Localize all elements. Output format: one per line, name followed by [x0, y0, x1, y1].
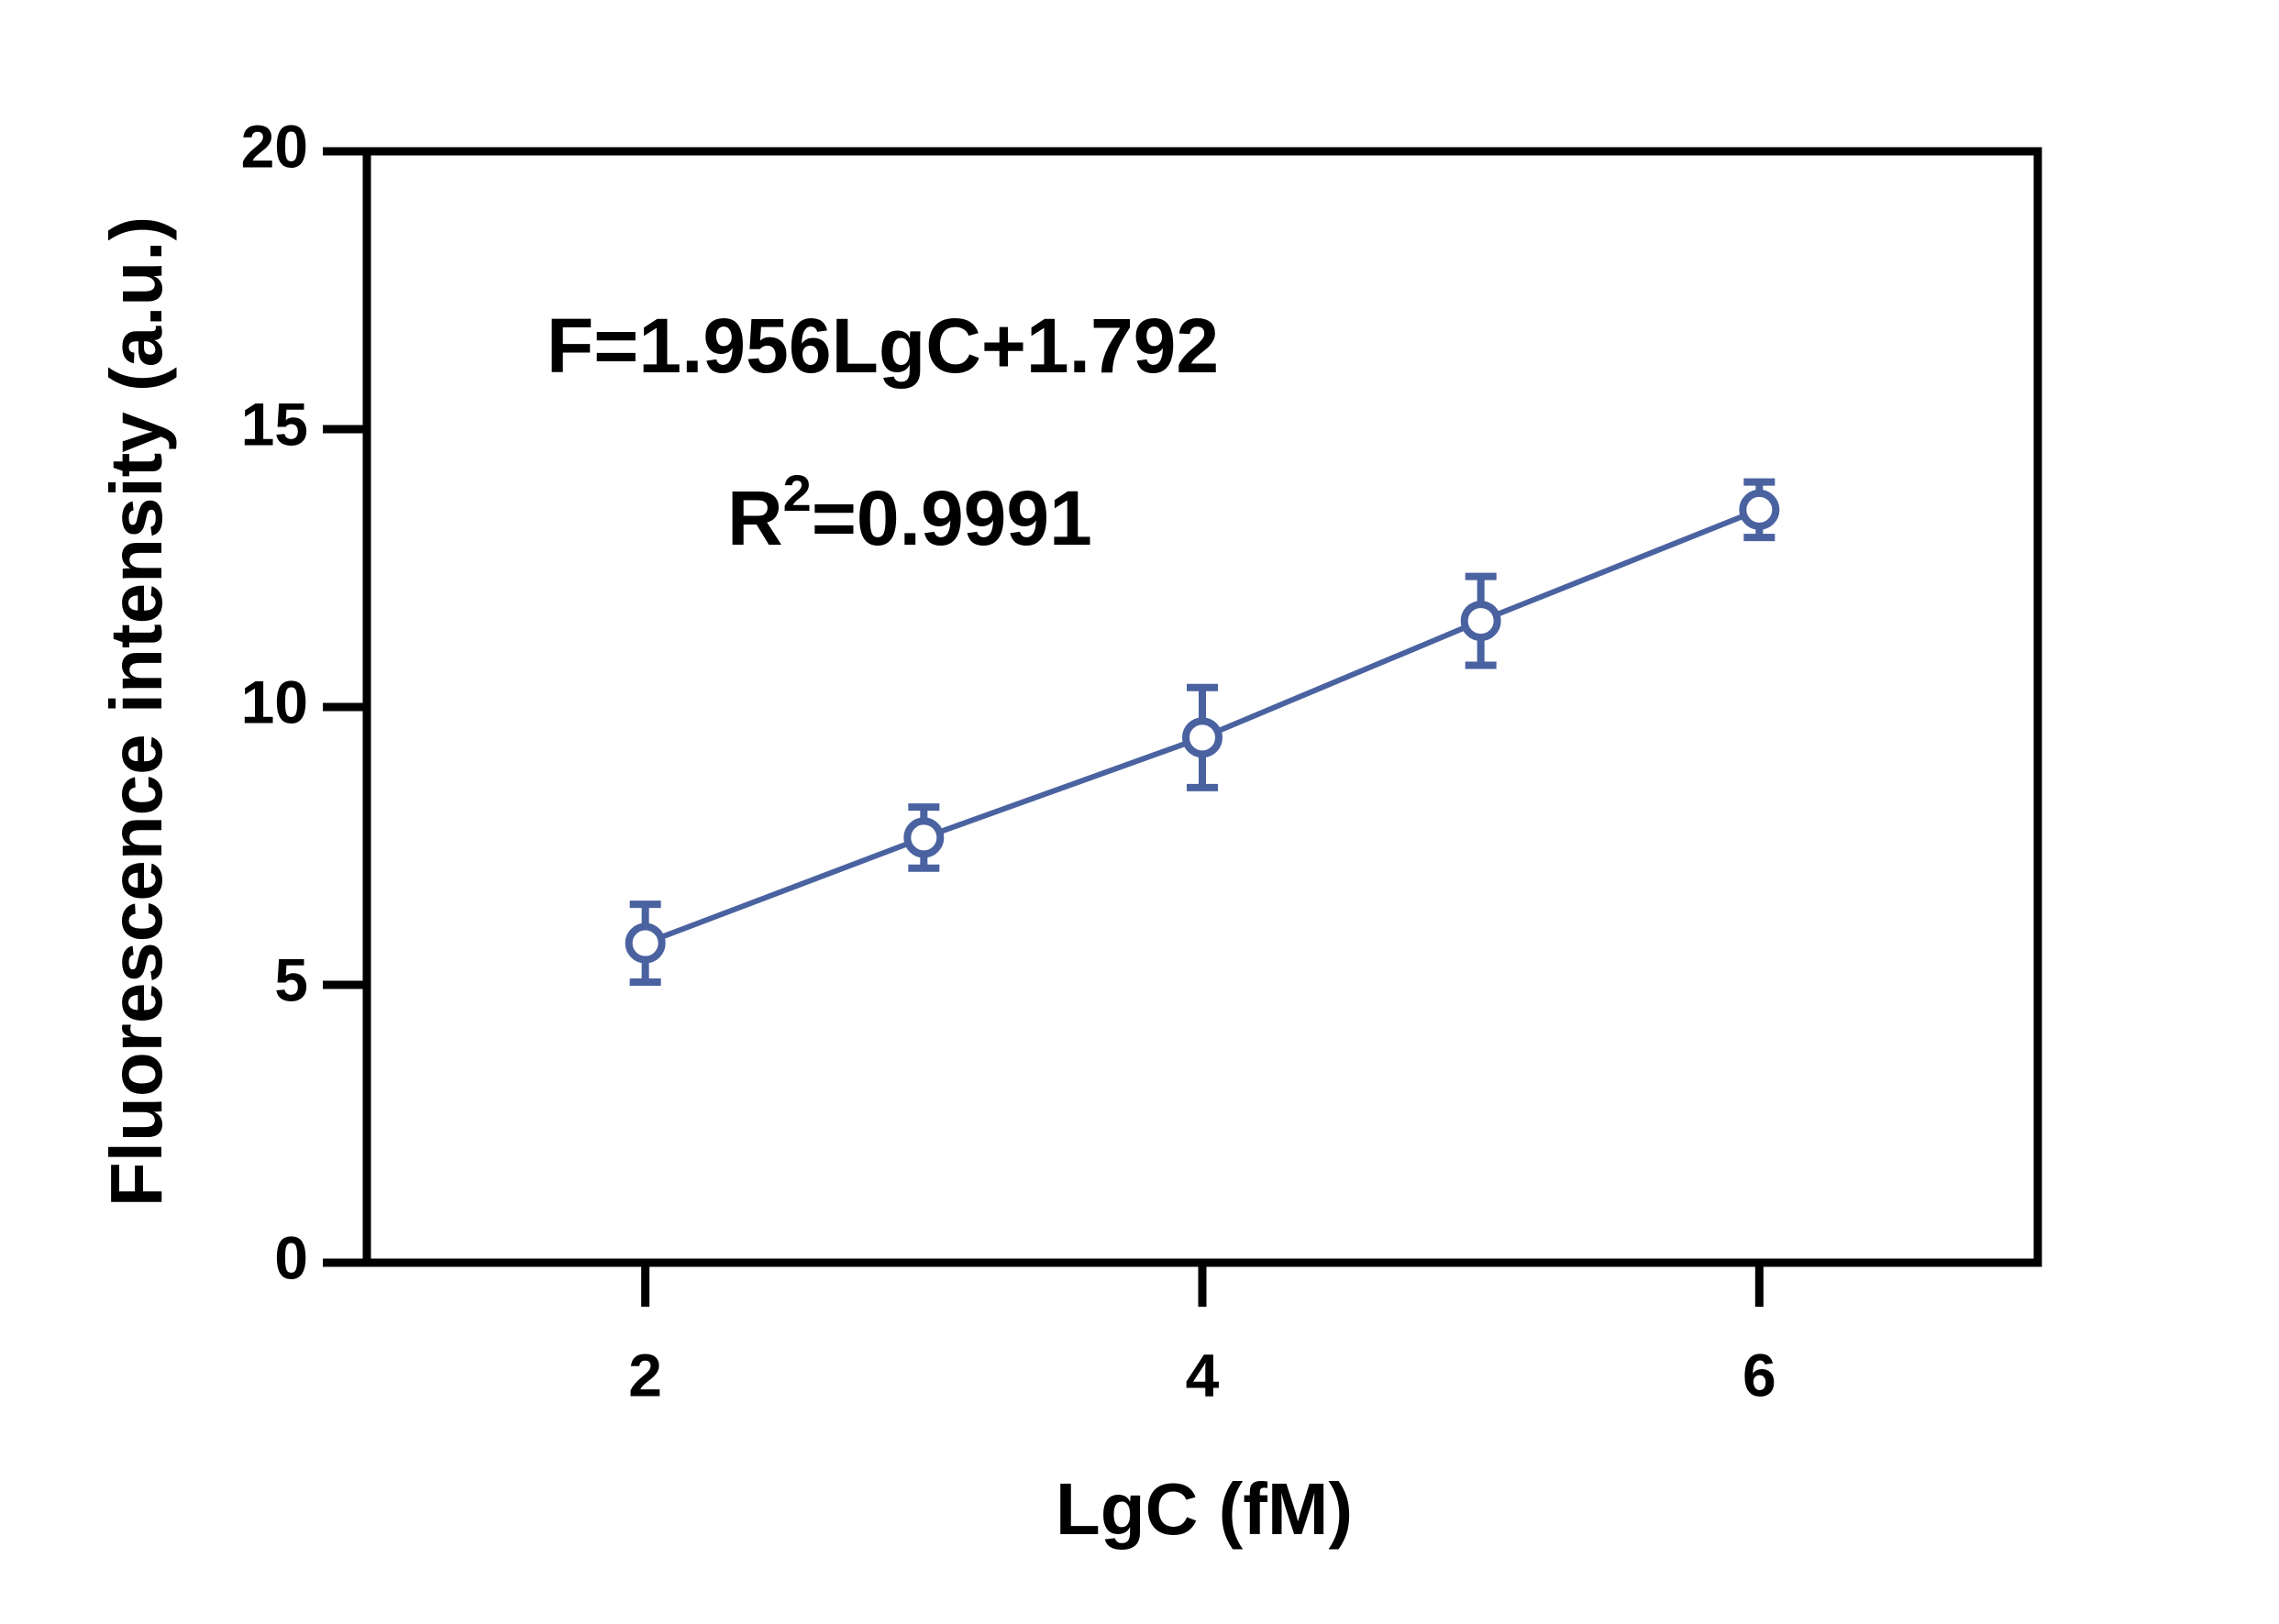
data-point [1460, 601, 1501, 642]
y-tick-label: 15 [241, 390, 308, 458]
x-tick-label: 2 [628, 1341, 662, 1409]
r-squared-base: R [727, 475, 783, 561]
y-tick-label: 5 [274, 945, 308, 1013]
y-tick-label: 20 [241, 112, 308, 180]
x-tick-label: 4 [1186, 1341, 1220, 1409]
r-squared-sup: 2 [783, 464, 812, 522]
x-axis-title: LgC (fM) [1056, 1468, 1353, 1550]
data-point [903, 817, 945, 858]
r-squared-value: =0.9991 [812, 475, 1092, 561]
data-point [1739, 489, 1780, 530]
data-point [1182, 717, 1222, 758]
y-tick-label: 0 [274, 1223, 308, 1291]
data-point [625, 922, 666, 964]
y-axis-title: Fluorescence intensity (a.u.) [95, 216, 177, 1207]
r-squared: R2=0.9991 [727, 464, 1092, 561]
y-tick-label: 10 [241, 668, 308, 735]
equation: F=1.956LgC+1.792 [547, 303, 1219, 389]
x-tick-label: 6 [1742, 1341, 1776, 1409]
